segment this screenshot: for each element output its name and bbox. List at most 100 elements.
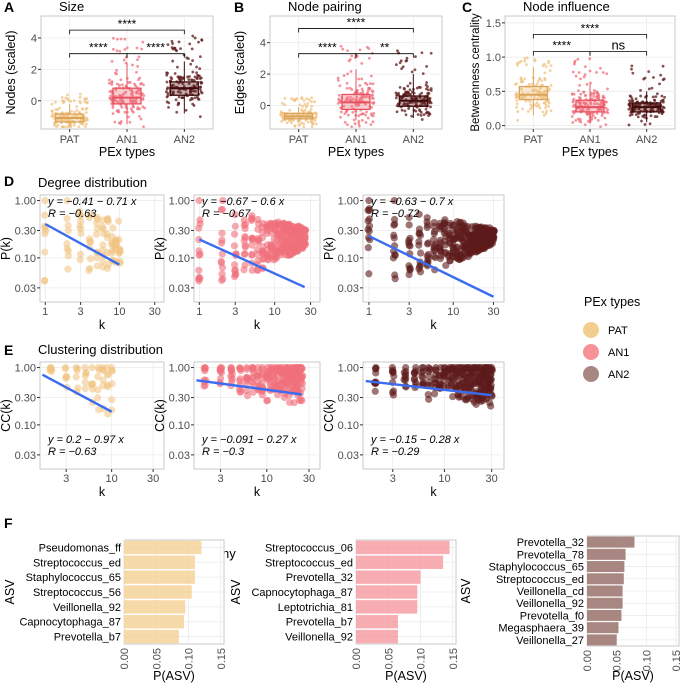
data-point-PAT (93, 213, 101, 221)
data-point-AN1 (345, 109, 349, 113)
data-point-AN2 (394, 96, 398, 100)
data-point-AN1 (371, 51, 374, 55)
data-point-AN2 (662, 106, 666, 110)
data-point-PAT (115, 249, 123, 258)
data-point-PAT (78, 96, 82, 99)
data-point-AN2 (176, 90, 180, 94)
data-point-AN1 (358, 84, 362, 87)
data-point-AN1 (354, 104, 358, 107)
data-point-AN1 (346, 123, 349, 126)
data-point-PAT (81, 107, 85, 111)
data-point-AN1 (589, 81, 592, 85)
data-point-PAT (77, 229, 85, 237)
panel-label-D: D (4, 173, 14, 189)
data-point-AN2 (406, 84, 410, 88)
data-point-PAT (60, 125, 64, 129)
data-point-AN1 (112, 36, 115, 40)
data-point-PAT (525, 56, 529, 60)
data-point-AN1 (371, 90, 375, 94)
data-point-AN1 (574, 119, 578, 122)
category-label: Streptococcus_56 (33, 587, 121, 599)
correlation-r: R = −0.63 (48, 208, 97, 220)
x-tick-label: 30 (304, 306, 316, 318)
significance-label: **** (581, 21, 600, 35)
data-point-PAT (86, 255, 95, 263)
data-point-AN2 (408, 92, 411, 96)
data-point-PAT (84, 111, 88, 114)
significance-label: **** (552, 39, 571, 53)
data-point-AN1 (248, 266, 256, 274)
x-tick-label: 0.10 (641, 650, 653, 671)
data-point-PAT (288, 108, 292, 112)
data-point-PAT (115, 235, 123, 244)
category-label: Veillonella_cd (517, 586, 584, 598)
data-point-AN2 (405, 239, 413, 247)
data-point-AN2 (430, 390, 439, 398)
data-point-AN2 (187, 57, 190, 61)
data-point-AN2 (173, 46, 176, 50)
data-point-PAT (63, 196, 71, 205)
category-label: Prevotella_b7 (286, 617, 353, 629)
data-point-AN2 (197, 40, 200, 44)
data-point-AN2 (170, 46, 174, 49)
data-point-AN1 (263, 396, 272, 405)
data-point-AN1 (130, 91, 134, 95)
data-point-AN2 (637, 107, 641, 111)
data-point-AN2 (649, 114, 653, 118)
x-tick-label: 10 (269, 306, 281, 318)
x-axis-label: k (254, 485, 261, 499)
data-point-PAT (528, 100, 532, 104)
x-tick-label: 0.15 (216, 648, 228, 669)
legend-label-AN1: AN1 (608, 347, 629, 359)
data-point-AN1 (345, 97, 349, 101)
data-point-AN2 (414, 55, 417, 59)
data-point-PAT (311, 122, 314, 126)
data-point-PAT (54, 100, 57, 104)
data-point-AN2 (390, 196, 398, 205)
correlation-r: R = −0.3 (202, 446, 245, 458)
data-point-AN2 (421, 72, 425, 76)
data-point-AN1 (107, 81, 111, 85)
data-point-PAT (315, 122, 318, 126)
data-point-PAT (290, 121, 293, 125)
data-point-AN1 (336, 76, 340, 80)
data-point-AN1 (605, 110, 609, 114)
data-point-AN1 (354, 98, 358, 102)
data-point-AN1 (592, 89, 596, 92)
data-point-AN1 (240, 266, 248, 274)
data-point-PAT (73, 114, 77, 118)
data-point-AN1 (123, 37, 127, 41)
data-point-AN1 (136, 107, 139, 111)
data-point-AN2 (631, 71, 635, 75)
data-point-AN2 (169, 76, 173, 79)
significance-label: **** (347, 16, 366, 30)
data-point-AN1 (118, 99, 122, 102)
data-point-AN2 (388, 367, 396, 376)
data-point-AN2 (652, 98, 656, 102)
data-point-AN1 (571, 121, 575, 124)
data-point-AN1 (571, 100, 575, 104)
data-point-PAT (538, 90, 542, 93)
data-point-AN1 (137, 55, 141, 59)
data-point-PAT (73, 110, 77, 114)
significance-label: **** (318, 41, 337, 55)
data-point-AN2 (418, 364, 426, 372)
data-point-AN1 (360, 87, 364, 91)
data-point-AN1 (581, 107, 585, 111)
data-point-AN2 (395, 94, 399, 97)
data-point-AN2 (643, 76, 647, 80)
data-point-AN1 (128, 81, 132, 84)
y-tick-label: 0 (260, 100, 266, 112)
data-point-AN1 (217, 365, 225, 373)
data-point-AN1 (348, 98, 352, 102)
data-point-AN2 (404, 113, 408, 117)
data-point-AN2 (419, 113, 423, 117)
bar-AN1 (356, 615, 398, 629)
data-point-AN2 (391, 220, 399, 228)
data-point-AN1 (298, 397, 306, 405)
data-point-AN1 (110, 81, 114, 85)
data-point-PAT (77, 217, 85, 225)
data-point-PAT (298, 103, 302, 107)
data-point-AN2 (442, 261, 450, 270)
data-point-PAT (538, 106, 542, 110)
